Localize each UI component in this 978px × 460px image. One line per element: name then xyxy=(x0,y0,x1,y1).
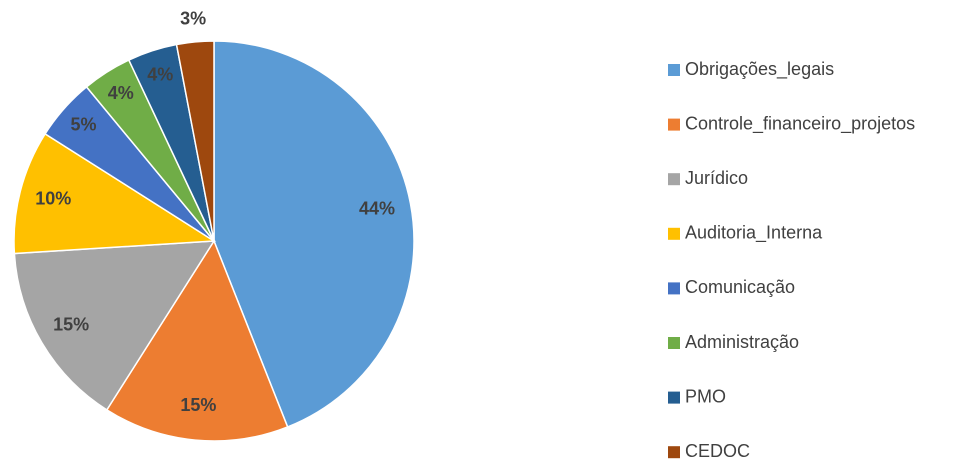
legend-swatch xyxy=(668,282,680,295)
legend-swatch xyxy=(668,446,680,459)
legend-label: Auditoria_Interna xyxy=(685,223,823,244)
pie-slice xyxy=(175,40,215,242)
data-label: 15% xyxy=(180,395,216,415)
pie-slice xyxy=(105,239,289,442)
pie-slice xyxy=(213,40,415,428)
pie-slice xyxy=(13,132,217,255)
legend-swatch xyxy=(668,173,680,186)
legend-label: Jurídico xyxy=(685,168,748,188)
legend-label: Obrigações_legais xyxy=(685,59,834,80)
legend-label: Controle_financeiro_projetos xyxy=(685,113,915,134)
data-label: 44% xyxy=(359,199,395,219)
legend-label: Administração xyxy=(685,332,799,352)
data-label: 4% xyxy=(147,64,173,84)
data-label: 4% xyxy=(108,83,134,103)
data-label: 5% xyxy=(70,115,96,135)
pie-slice xyxy=(13,240,216,411)
legend-swatch xyxy=(668,118,680,131)
data-label: 3% xyxy=(180,9,206,29)
legend-swatch xyxy=(668,391,680,404)
legend-label: PMO xyxy=(685,386,726,406)
legend-swatch xyxy=(668,227,680,240)
legend-label: CEDOC xyxy=(685,441,750,460)
legend-swatch xyxy=(668,64,680,76)
data-label: 10% xyxy=(35,188,71,208)
legend-swatch xyxy=(668,337,680,349)
data-label: 15% xyxy=(53,314,89,334)
legend-label: Comunicação xyxy=(685,277,795,297)
